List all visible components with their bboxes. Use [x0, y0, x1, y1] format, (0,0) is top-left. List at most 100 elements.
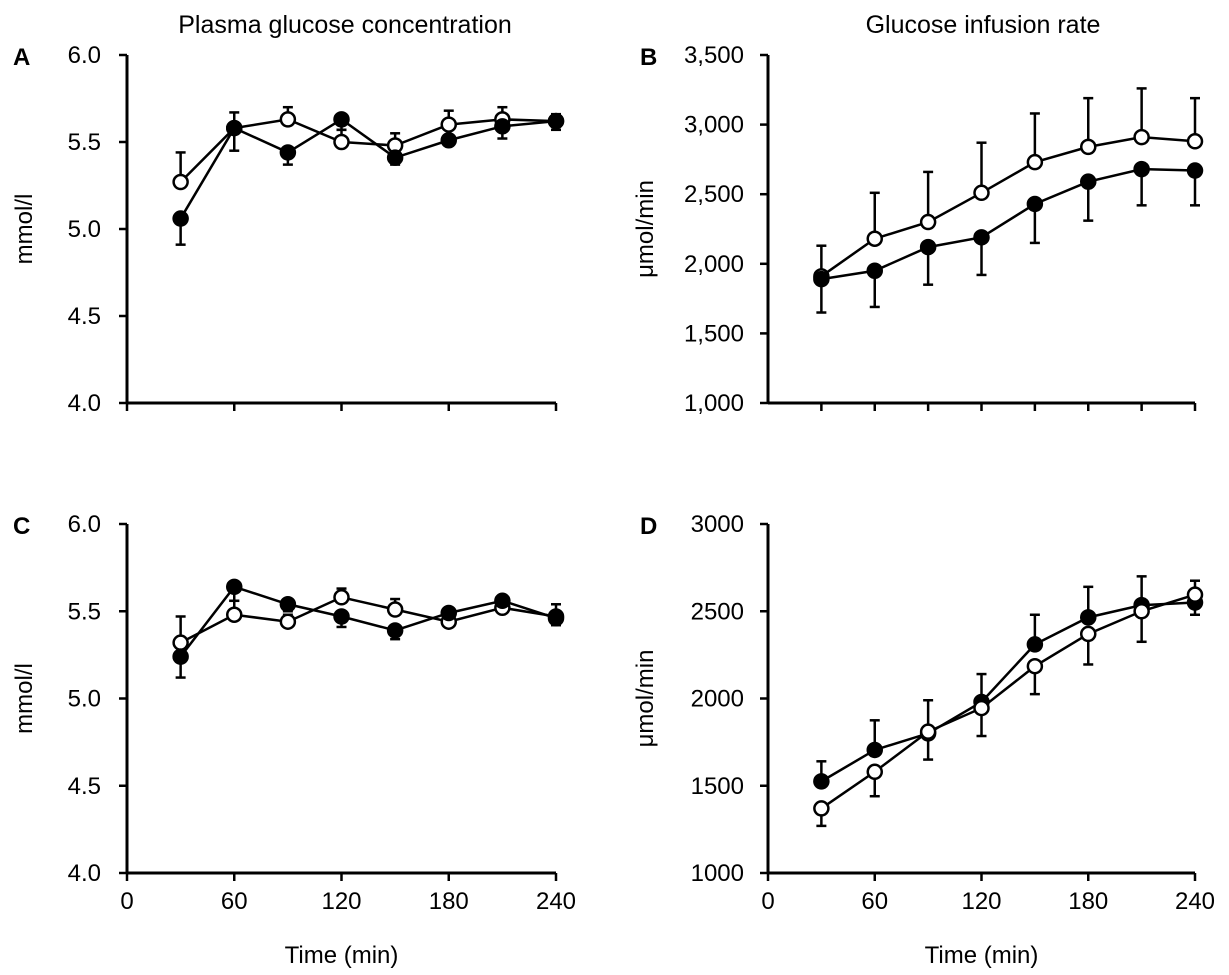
data-point-open: [172, 634, 189, 651]
y-axis-title: μmol/min: [632, 180, 659, 278]
data-point-open: [1133, 603, 1150, 620]
x-tick-label: 240: [536, 888, 576, 915]
x-axis-title: Time (min): [925, 942, 1039, 969]
data-point-open: [279, 613, 297, 630]
y-tick-label: 2,000: [684, 251, 744, 278]
x-tick-label: 120: [321, 888, 361, 915]
data-point-filled: [172, 648, 189, 665]
data-point-open: [226, 606, 243, 623]
data-point-filled: [547, 112, 565, 130]
data-point-filled: [226, 578, 243, 596]
x-axis-title: Time (min): [285, 942, 399, 969]
data-point-filled: [494, 592, 511, 610]
data-point-filled: [866, 262, 883, 280]
data-point-open: [172, 173, 189, 191]
data-point-filled: [866, 741, 883, 759]
data-point-open: [973, 184, 990, 202]
x-tick-label: 0: [761, 888, 774, 915]
data-point-filled: [1186, 162, 1204, 179]
y-tick-label: 2,500: [684, 181, 744, 208]
data-point-filled: [547, 609, 565, 627]
y-tick-label: 4.0: [68, 390, 101, 417]
series-line: [179, 585, 557, 658]
data-point-filled: [494, 118, 511, 135]
panel-b: B 1,000 1,500 2,000 2,500 3,000 3,500 μmol/min: [632, 42, 1204, 417]
x-tick-label: 180: [429, 888, 469, 915]
series-open: [816, 593, 1200, 828]
series-line: [820, 593, 1196, 810]
panel-label: A: [13, 44, 30, 71]
y-tick-label: 1500: [691, 773, 744, 800]
column-title-left: Plasma glucose concentration: [178, 11, 512, 39]
y-tick-label: 3,500: [684, 42, 744, 69]
data-point-filled: [226, 119, 243, 137]
data-point-open: [440, 116, 457, 133]
data-point-open: [866, 230, 883, 247]
y-axis-title: μmol/min: [632, 650, 659, 748]
y-tick-label: 6.0: [68, 511, 101, 538]
series-line: [179, 118, 557, 183]
y-axis-title: mmol/l: [11, 194, 38, 265]
y-tick-label: 4.0: [68, 860, 101, 887]
series-filled: [175, 117, 561, 246]
data-point-open: [279, 111, 297, 128]
data-point-open: [1026, 153, 1044, 171]
series-line: [820, 601, 1196, 783]
data-point-filled: [813, 773, 830, 790]
panel-a: A 4.0 4.5 5.0 5.5 6.0 mmol/l: [11, 42, 565, 417]
y-tick-label: 4.5: [68, 303, 101, 330]
x-tick-label: 0: [120, 888, 133, 915]
panel-label: B: [640, 44, 657, 71]
data-point-filled: [919, 238, 937, 256]
data-point-filled: [1133, 160, 1150, 178]
data-point-open: [813, 800, 830, 817]
panel-d: D 1000 1500 2000 2500 3000 0 60 120 180 240 μmol/mi…: [632, 511, 1215, 969]
data-point-filled: [440, 604, 457, 622]
data-point-open: [866, 763, 883, 781]
panel-label: C: [13, 513, 30, 540]
x-tick-label: 60: [221, 888, 248, 915]
data-point-filled: [386, 622, 404, 639]
data-point-filled: [1026, 195, 1044, 213]
series-line: [820, 135, 1196, 278]
series-line: [179, 117, 557, 220]
y-tick-label: 3000: [691, 511, 744, 538]
column-title-right: Glucose infusion rate: [866, 11, 1101, 39]
y-tick-label: 4.5: [68, 773, 101, 800]
data-point-filled: [973, 229, 990, 246]
data-point-filled: [1080, 173, 1097, 190]
data-point-open: [919, 213, 937, 231]
y-tick-label: 5.0: [68, 216, 101, 243]
y-tick-label: 2500: [691, 598, 744, 625]
data-point-open: [1186, 133, 1204, 150]
y-tick-label: 1000: [691, 860, 744, 887]
data-point-open: [1186, 586, 1204, 603]
data-point-open: [1026, 657, 1044, 675]
data-point-open: [1080, 138, 1097, 156]
y-tick-label: 2000: [691, 686, 744, 713]
data-point-filled: [279, 144, 297, 161]
data-point-filled: [333, 608, 350, 625]
y-tick-label: 5.0: [68, 686, 101, 713]
data-point-filled: [172, 210, 189, 227]
x-tick-label: 180: [1068, 888, 1108, 915]
data-point-filled: [333, 111, 350, 128]
data-point-open: [333, 589, 350, 606]
data-point-open: [333, 133, 350, 151]
y-axis-title: mmol/l: [11, 663, 38, 734]
data-point-open: [1133, 128, 1150, 146]
data-point-filled: [440, 132, 457, 149]
series-line: [821, 167, 1196, 281]
data-point-filled: [1026, 636, 1044, 653]
data-point-filled: [386, 149, 404, 166]
x-tick-label: 240: [1175, 888, 1215, 915]
y-tick-label: 5.5: [68, 129, 101, 156]
data-point-open: [386, 601, 404, 618]
y-tick-label: 5.5: [68, 598, 101, 625]
data-point-filled: [813, 270, 830, 288]
data-point-filled: [279, 596, 297, 613]
panel-c: C 4.0 4.5 5.0 5.5 6.0 0 60 120 180 240 mmol/l Time (…: [11, 511, 576, 969]
data-point-open: [919, 723, 937, 740]
x-tick-label: 120: [961, 888, 1001, 915]
